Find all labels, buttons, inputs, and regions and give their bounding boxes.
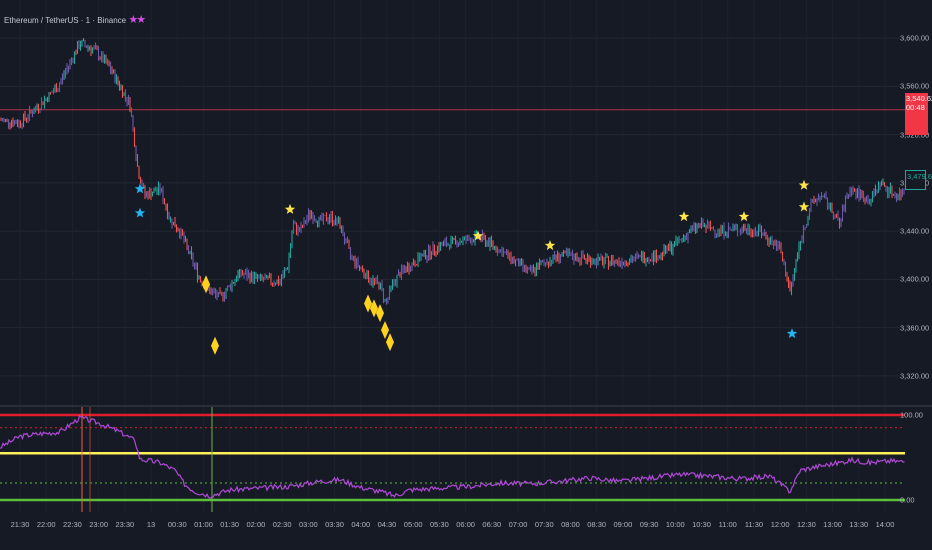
star-signal-icon bbox=[678, 211, 690, 222]
time-tick-label: 09:00 bbox=[613, 520, 633, 529]
time-tick-label: 03:00 bbox=[298, 520, 318, 529]
time-tick-label: 04:00 bbox=[351, 520, 371, 529]
price-tick-label: 3,600.00 bbox=[900, 33, 930, 43]
star-signal-icon bbox=[134, 183, 146, 194]
diamond-signal-icon bbox=[202, 275, 210, 294]
indicator-badge-icon: ★★ bbox=[128, 14, 146, 26]
time-tick-label: 07:00 bbox=[508, 520, 528, 529]
time-tick-label: 06:00 bbox=[456, 520, 475, 529]
time-tick-label: 22:30 bbox=[63, 520, 82, 529]
price-marker-value: 3,479.62 bbox=[907, 172, 932, 181]
time-tick-label: 06:30 bbox=[482, 520, 502, 529]
diamond-signal-icon bbox=[376, 304, 384, 323]
star-signal-icon bbox=[798, 201, 810, 212]
diamond-signal-icon bbox=[386, 333, 394, 352]
time-tick-label: 21:30 bbox=[10, 520, 30, 529]
diamond-signal-icon bbox=[364, 294, 372, 313]
time-tick-label: 23:00 bbox=[89, 520, 109, 529]
time-tick-label: 01:30 bbox=[220, 520, 240, 529]
time-tick-label: 13:30 bbox=[849, 520, 869, 529]
star-signal-icon bbox=[472, 230, 484, 241]
symbol-title[interactable]: Ethereum / TetherUS · 1 · Binance ★★ bbox=[4, 13, 146, 26]
time-tick-label: 12:00 bbox=[770, 520, 790, 529]
oscillator-line bbox=[0, 414, 905, 500]
time-tick-label: 12:30 bbox=[796, 520, 816, 529]
time-tick-label: 14:00 bbox=[875, 520, 895, 529]
time-tick-label: 11:00 bbox=[718, 520, 737, 529]
candles bbox=[0, 38, 905, 305]
time-tick-label: 07:30 bbox=[534, 520, 554, 529]
time-tick-label: 23:30 bbox=[115, 520, 135, 529]
last-price-value: 3,540.62 bbox=[906, 94, 932, 103]
time-tick-label: 00:30 bbox=[167, 520, 187, 529]
countdown-value: 00:48 bbox=[906, 103, 925, 112]
time-tick-label: 02:00 bbox=[246, 520, 266, 529]
price-marker-tag: 3,479.62 bbox=[905, 170, 932, 190]
diamond-signal-icon bbox=[381, 321, 389, 340]
star-signal-icon bbox=[786, 328, 798, 339]
price-tick-label: 3,360.00 bbox=[900, 323, 930, 333]
price-tick-label: 3,320.00 bbox=[900, 371, 930, 381]
diamond-signal-icon bbox=[370, 299, 378, 318]
diamond-signal-icon bbox=[211, 336, 219, 355]
time-tick-label: 11:30 bbox=[744, 520, 764, 529]
time-tick-label: 13 bbox=[146, 520, 156, 529]
star-signal-icon bbox=[738, 211, 750, 222]
osc-tick-label: 0.00 bbox=[900, 495, 915, 505]
time-tick-label: 05:00 bbox=[403, 520, 423, 529]
last-price-tag: 3,540.62 00:48 bbox=[905, 93, 932, 135]
time-tick-label: 13:00 bbox=[823, 520, 842, 529]
price-tick-label: 3,440.00 bbox=[900, 226, 930, 236]
time-tick-label: 10:30 bbox=[692, 520, 711, 529]
time-tick-label: 10:00 bbox=[665, 520, 685, 529]
time-tick-label: 03:30 bbox=[325, 520, 344, 529]
time-tick-label: 01:00 bbox=[194, 520, 213, 529]
star-signal-icon bbox=[798, 179, 810, 190]
time-tick-label: 08:30 bbox=[587, 520, 607, 529]
star-signal-icon bbox=[134, 207, 146, 218]
symbol-label: Ethereum / TetherUS · 1 · Binance bbox=[4, 16, 127, 25]
time-tick-label: 05:30 bbox=[430, 520, 449, 529]
time-tick-label: 08:00 bbox=[561, 520, 580, 529]
price-tick-label: 3,400.00 bbox=[900, 274, 930, 284]
osc-tick-label: 100.00 bbox=[900, 410, 923, 420]
time-tick-label: 04:30 bbox=[377, 520, 397, 529]
time-tick-label: 02:30 bbox=[272, 520, 292, 529]
price-tick-label: 3,560.00 bbox=[900, 81, 930, 91]
time-tick-label: 09:30 bbox=[639, 520, 659, 529]
star-signal-icon bbox=[544, 240, 556, 251]
star-signal-icon bbox=[284, 203, 296, 214]
time-tick-label: 22:00 bbox=[36, 520, 56, 529]
